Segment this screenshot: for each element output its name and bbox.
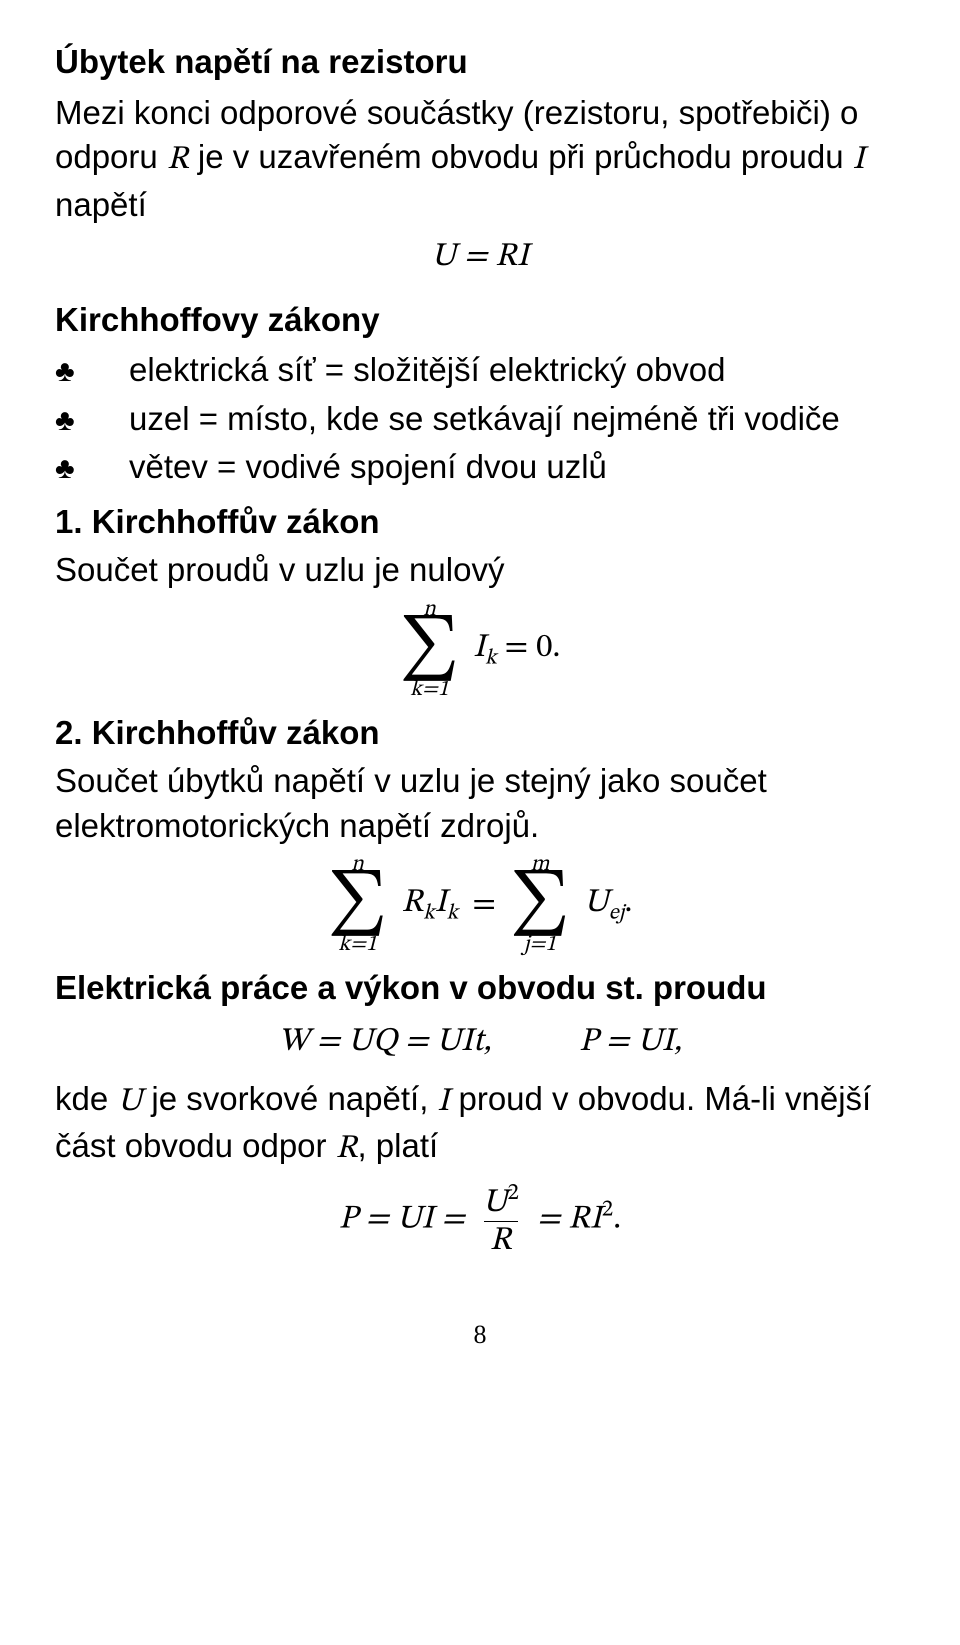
section2-heading: Kirchhoffovy zákony <box>55 298 905 343</box>
sigma-icon: ∑ <box>328 876 388 934</box>
fraction: U2 R <box>479 1182 523 1257</box>
eq-mid: = <box>472 883 496 928</box>
sigma-right-bottom: j=1 <box>524 934 557 956</box>
bullet-1: ♣elektrická síť = složitější elektrický … <box>95 348 905 393</box>
wp-pre: kde <box>55 1080 117 1117</box>
section1-para: Mezi konci odporové součástky (rezistoru… <box>55 91 905 228</box>
bullet-2-text: uzel = místo, kde se setkávají nejméně t… <box>129 400 840 437</box>
sum-sub: k <box>485 648 497 669</box>
section1-heading: Úbytek napětí na rezistoru <box>55 40 905 85</box>
sigma-bottom: k=1 <box>410 679 449 701</box>
bullet-3: ♣větev = vodivé spojení dvou uzlů <box>95 445 905 490</box>
bullet-2: ♣uzel = místo, kde se setkávají nejméně … <box>95 397 905 442</box>
sum-rhs: = 0. <box>497 631 561 664</box>
sigma-left: n ∑ k=1 <box>328 854 388 956</box>
eq-U-RI: U = RI <box>55 235 905 280</box>
work-eq-pair: W = UQ = UIt, P = UI, <box>55 1020 905 1065</box>
s1-text-mid: je v uzavřeném obvodu při průchodu proud… <box>189 138 853 175</box>
sum-body: Ik = 0. <box>473 626 560 675</box>
eq2-rhs: = RI <box>537 1202 602 1235</box>
sigma-right: m ∑ j=1 <box>510 854 570 956</box>
law1-heading: 1. Kirchhoffův zákon <box>55 500 905 545</box>
bullet-1-text: elektrická síť = složitější elektrický o… <box>129 351 726 388</box>
sum-left-body: RkIk <box>401 881 458 930</box>
eq2-tail: . <box>613 1202 621 1235</box>
eq-W: W = UQ = UIt, <box>278 1020 491 1065</box>
var-U3: U <box>117 1085 142 1118</box>
var-I2: I <box>435 886 447 919</box>
tail-dot: . <box>624 886 632 919</box>
var-I3: I <box>438 1085 450 1118</box>
frac-num-var: U <box>483 1186 508 1219</box>
frac-num-sup: 2 <box>507 1182 518 1205</box>
sub-k1: k <box>423 903 435 924</box>
work-eq2: P = UI = U2 R = RI2. <box>55 1182 905 1257</box>
sub-k2: k <box>447 903 459 924</box>
law1-equation: n ∑ k=1 Ik = 0. <box>55 599 905 701</box>
sum-var: I <box>473 631 485 664</box>
sigma-icon: ∑ <box>510 876 570 934</box>
wp-mid1: je svorkové napětí, <box>142 1080 437 1117</box>
var-R2: R <box>401 886 423 919</box>
s1-text-post: napětí <box>55 186 147 223</box>
eq-P: P = UI, <box>579 1020 682 1065</box>
sigma-left-bottom: k=1 <box>338 934 377 956</box>
law1-text: Součet proudů v uzlu je nulový <box>55 548 905 593</box>
club-icon: ♣ <box>95 401 129 442</box>
var-I: I <box>853 143 865 176</box>
page-number: 8 <box>55 1317 905 1352</box>
law2-equation: n ∑ k=1 RkIk = m ∑ j=1 Uej. <box>55 854 905 956</box>
var-R: R <box>167 143 189 176</box>
bullet-3-text: větev = vodivé spojení dvou uzlů <box>129 448 607 485</box>
club-icon: ♣ <box>95 352 129 393</box>
eq2-sup: 2 <box>602 1198 613 1221</box>
frac-den: R <box>484 1221 518 1257</box>
sum-right-body: Uej. <box>584 881 633 930</box>
club-icon: ♣ <box>95 449 129 490</box>
frac-num: U2 <box>479 1182 523 1221</box>
eq2-lhs: P = UI = <box>339 1202 473 1235</box>
var-R3: R <box>336 1132 358 1165</box>
work-heading: Elektrická práce a výkon v obvodu st. pr… <box>55 966 905 1011</box>
law2-heading: 2. Kirchhoffův zákon <box>55 711 905 756</box>
work-para: kde U je svorkové napětí, I proud v obvo… <box>55 1077 905 1172</box>
wp-post: , platí <box>357 1127 438 1164</box>
sigma: n ∑ k=1 <box>399 599 459 701</box>
sigma-icon: ∑ <box>399 621 459 679</box>
sub-ej: ej <box>609 903 625 924</box>
law2-text: Součet úbytků napětí v uzlu je stejný ja… <box>55 759 905 848</box>
var-Ue: U <box>584 886 609 919</box>
